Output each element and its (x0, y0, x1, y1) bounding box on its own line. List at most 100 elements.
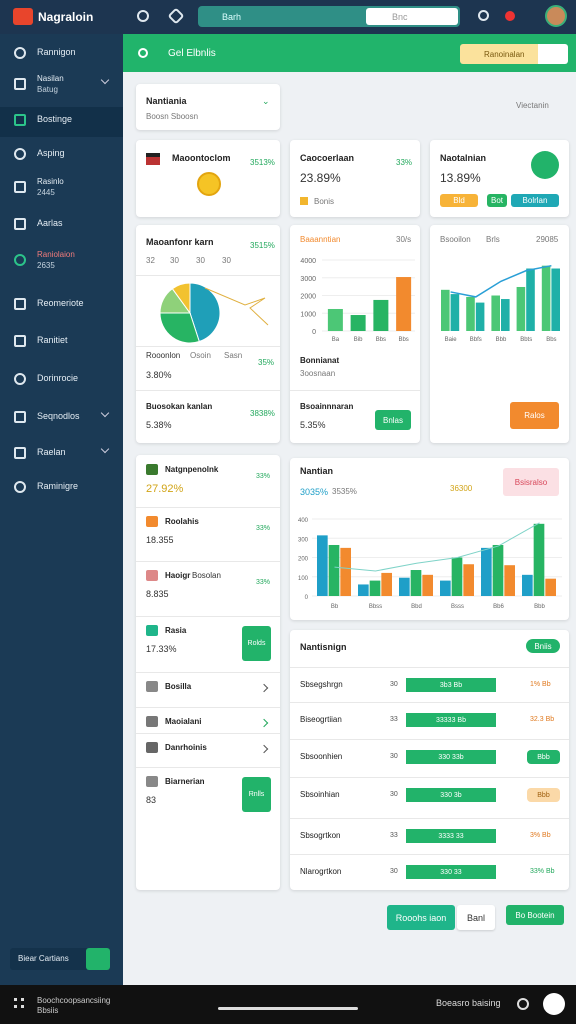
cell-bar: 330 3b (406, 788, 496, 802)
sidebar-icon[interactable] (14, 218, 26, 230)
sidebar-icon[interactable] (14, 78, 26, 90)
list-title[interactable]: Maoialani (165, 717, 202, 726)
sidebar-label[interactable]: Rannigon (37, 47, 76, 57)
sidebar-icon[interactable] (14, 181, 26, 193)
y-tick-label: 200 (298, 557, 309, 563)
stat-card (290, 140, 420, 217)
notification[interactable] (505, 11, 515, 21)
note-sub: 3oosnaan (300, 369, 336, 378)
list-value: 17.33% (146, 644, 177, 654)
x-tick-label: Bb6 (493, 604, 504, 610)
list-button[interactable]: Rnlls (242, 777, 271, 812)
divider (136, 346, 280, 347)
bar-card (290, 225, 420, 443)
list-title[interactable]: Rasia (165, 626, 187, 635)
x-tick-label: Bib (354, 337, 363, 343)
bar (541, 265, 551, 331)
row-label: Osoin (190, 351, 211, 360)
sidebar-label[interactable]: Ranitiet (37, 335, 68, 345)
sidebar-label[interactable]: Raelan (37, 447, 66, 457)
list-value: 18.355 (146, 535, 174, 545)
sidebar-icon[interactable] (14, 298, 26, 310)
icon[interactable] (137, 10, 149, 22)
filter-card[interactable] (136, 84, 280, 130)
bar (422, 574, 433, 596)
cell: 33 (390, 832, 398, 839)
divider (136, 507, 280, 508)
action-button[interactable]: Bo Bootein (506, 905, 564, 925)
sidebar-icon[interactable] (14, 335, 26, 347)
sidebar-label[interactable]: Aarlas (37, 218, 63, 228)
legend-value: 30 (170, 256, 179, 265)
icon[interactable] (517, 998, 529, 1010)
sidebar-button-icon[interactable] (86, 948, 110, 970)
action-button[interactable]: Rooohs iaon (387, 905, 455, 930)
bar (491, 295, 500, 331)
list-button[interactable]: Rolds (242, 626, 271, 661)
list-title[interactable]: Bosilla (165, 682, 192, 691)
sidebar-label[interactable]: Bostinge (37, 114, 73, 124)
sidebar-label[interactable]: Seqnodlos (37, 411, 80, 421)
header-dropdown[interactable] (538, 44, 568, 64)
bottom-title: Bsoainnnaran (300, 402, 354, 411)
row-change: 35% (258, 358, 275, 367)
group-chart: 0 100 200 300 400 Bb Bbss Bbd Bsss Bb6 Bbb (298, 518, 562, 610)
sidebar-sub: 2445 (37, 188, 55, 197)
search-box[interactable] (366, 8, 458, 25)
button[interactable]: Bnlas (375, 410, 411, 430)
row-label: Sasn (224, 351, 243, 360)
sidebar-icon[interactable] (14, 481, 26, 493)
trend-line (334, 522, 540, 572)
list-icon (146, 716, 158, 727)
list-title[interactable]: Danrhoinis (165, 743, 207, 752)
coin-icon (197, 172, 221, 196)
divider (290, 854, 569, 855)
chevron: ⌄ (262, 96, 270, 106)
sidebar-label[interactable]: Reomeriote (37, 298, 84, 308)
grid-icon[interactable] (14, 998, 24, 1008)
card-value: 36300 (450, 484, 473, 493)
x-tick-label: Bbs (398, 337, 408, 343)
action-button[interactable]: Banl (457, 905, 495, 930)
sidebar-icon[interactable] (14, 411, 26, 423)
badge[interactable]: Bsisralso (503, 468, 559, 496)
legend-value: 30 (222, 256, 231, 265)
sidebar-icon[interactable] (14, 373, 26, 385)
search-icon[interactable] (138, 48, 148, 58)
sidebar-icon[interactable] (14, 447, 26, 459)
divider (290, 390, 420, 391)
icon[interactable] (478, 10, 489, 21)
bar (358, 584, 369, 596)
bar (381, 572, 392, 596)
pie-slice (159, 312, 200, 344)
avatar[interactable] (545, 5, 567, 27)
list-title[interactable]: Natgnpenolnk (165, 465, 219, 474)
sidebar-icon[interactable] (14, 47, 26, 59)
list-title[interactable]: Haoigr (165, 571, 191, 580)
card-title: Baaanntian (300, 235, 341, 244)
sidebar-icon[interactable] (14, 148, 26, 160)
list-icon (146, 570, 158, 581)
sidebar-icon[interactable] (14, 254, 26, 266)
sidebar-label[interactable]: Asping (37, 148, 65, 158)
header-button[interactable] (460, 44, 538, 64)
sidebar-button[interactable] (10, 948, 110, 970)
list-title[interactable]: Biarnerian (165, 777, 205, 786)
button[interactable]: Ralos (510, 402, 559, 429)
bar (441, 289, 450, 331)
x-tick-label: Bbb (534, 604, 545, 610)
sidebar-sub: 2635 (37, 261, 55, 270)
bottom-value: 5.35% (300, 420, 326, 430)
badge[interactable]: Bniis (526, 639, 560, 653)
sidebar-label[interactable]: Raminigre (37, 481, 79, 491)
cell-bar: 330 33 (406, 865, 496, 879)
bar (492, 544, 504, 596)
sidebar-label[interactable]: Dorinrocie (37, 373, 79, 383)
divider (136, 707, 280, 708)
cell: Sbsegshrgn (300, 680, 343, 689)
cell: 33% Bb (530, 868, 555, 875)
bar (516, 286, 526, 331)
icon[interactable] (543, 993, 565, 1015)
sidebar-icon[interactable] (14, 114, 26, 126)
list-title[interactable]: Roolahis (165, 517, 199, 526)
